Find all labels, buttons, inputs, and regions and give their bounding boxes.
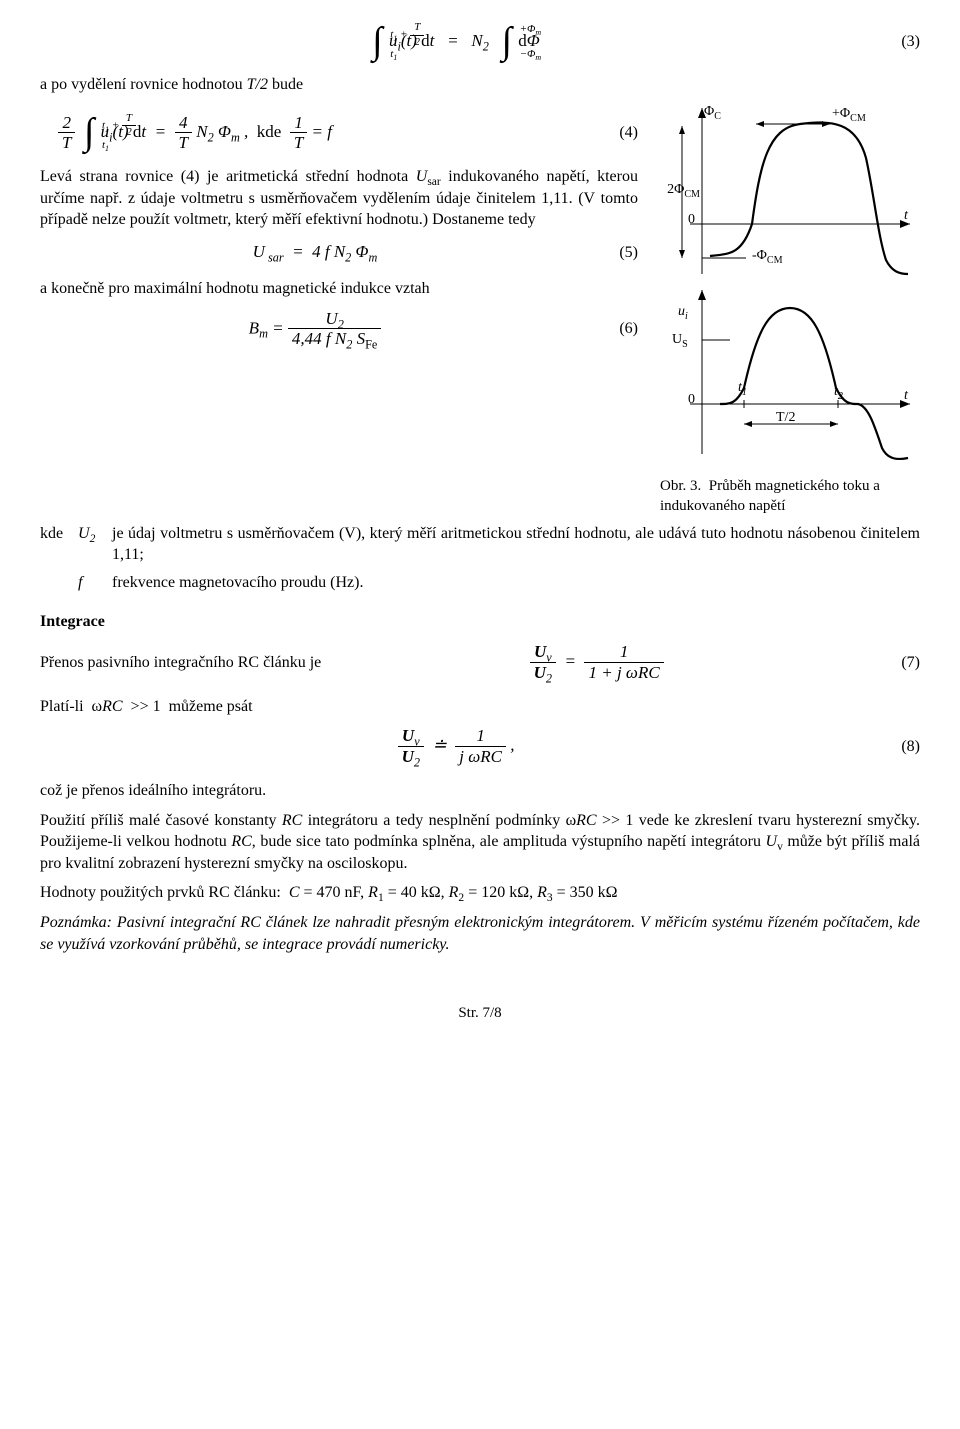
rc-values: Hodnoty použitých prvků RC článku: C = 4…	[40, 882, 920, 904]
eq-8-num: (8)	[872, 736, 920, 758]
def-u2-sym: U2	[78, 523, 112, 566]
eq-6-num: (6)	[590, 318, 638, 340]
eq-8-body: UvU2 ≐ 1j ωRC ,	[40, 727, 872, 766]
eq-4-num: (4)	[590, 122, 638, 144]
eq-3-body: t1 + T2∫t1 ui(t) dt = N2 +Φm∫−Φm dΦ	[40, 24, 872, 60]
lbl-t-2: t	[904, 388, 918, 404]
eq-8-row: UvU2 ≐ 1j ωRC , (8)	[40, 727, 920, 766]
lbl-minusPhiCM: -ΦCM	[752, 248, 802, 264]
def-u2-desc: je údaj voltmetru s usměrňovačem (V), kt…	[112, 523, 920, 566]
lbl-plusPhiCM: +ΦCM	[832, 106, 892, 122]
lbl-US: US	[672, 332, 700, 348]
lbl-Thalf: T/2	[776, 410, 810, 426]
lbl-t2: t2	[834, 384, 854, 400]
para-eq4: Levá strana rovnice (4) je aritmetická s…	[40, 166, 638, 231]
eq-7-body: UvU2 = 11 + j ωRC	[321, 643, 872, 682]
lbl-zero-2: 0	[688, 392, 702, 408]
int-para: Použití příliš malé časové konstanty RC …	[40, 810, 920, 875]
page-number: Str. 7/8	[40, 1003, 920, 1023]
lbl-t1: t1	[738, 380, 758, 396]
eq-6-body: Bm = U24,44 f N2 SFe	[40, 310, 590, 349]
section-integrace: Integrace	[40, 611, 920, 633]
def-f-desc: frekvence magnetovacího proudu (Hz).	[112, 572, 920, 594]
eq-5-body: U sar = 4 f N2 Φm	[40, 241, 590, 264]
figure-3: ΦC +ΦCM 2ΦCM -ΦCM 0 t ui US 0 t1 t2 t T/…	[660, 104, 920, 517]
int-line-3: což je přenos ideálního integrátoru.	[40, 780, 920, 802]
note-para: Poznámka: Pasivní integrační RC článek l…	[40, 912, 920, 955]
para-after-eq3: a po vydělení rovnice hodnotou T/2 bude	[40, 74, 920, 96]
def-f: f frekvence magnetovacího proudu (Hz).	[40, 572, 920, 594]
lbl-t-1: t	[904, 208, 918, 224]
para-max-b: a konečně pro maximální hodnotu magnetic…	[40, 278, 638, 300]
lbl-ui: ui	[678, 304, 700, 320]
eq-3: t1 + T2∫t1 ui(t) dt = N2 +Φm∫−Φm dΦ (3)	[40, 24, 920, 60]
lbl-zero-1: 0	[688, 212, 702, 228]
eq-5: U sar = 4 f N2 Φm (5)	[40, 241, 638, 264]
eq-6: Bm = U24,44 f N2 SFe (6)	[40, 310, 638, 349]
figure-3-svg: ΦC +ΦCM 2ΦCM -ΦCM 0 t ui US 0 t1 t2 t T/…	[660, 104, 920, 464]
def-f-sym: f	[78, 572, 112, 594]
int-line-1: Přenos pasivního integračního RC článku …	[40, 652, 321, 674]
int-line-2: Platí-li ωRC >> 1 můžeme psát	[40, 696, 920, 718]
figure-3-caption: Obr. 3. Průběh magnetického toku a induk…	[660, 476, 920, 517]
eq-7-num: (7)	[872, 652, 920, 674]
eq-4-body: 2T t1 + T2∫t1 ui(t) dt = 4T N2 Φm , kde …	[40, 114, 590, 153]
def-kde: kde	[40, 523, 78, 566]
eq-5-num: (5)	[590, 242, 638, 264]
eq-7-row: Přenos pasivního integračního RC článku …	[40, 643, 920, 682]
lbl-phiC: ΦC	[704, 104, 732, 120]
def-u2: kde U2 je údaj voltmetru s usměrňovačem …	[40, 523, 920, 566]
eq-4: 2T t1 + T2∫t1 ui(t) dt = 4T N2 Φm , kde …	[40, 114, 638, 153]
eq-3-num: (3)	[872, 31, 920, 53]
lbl-2PhiCM: 2ΦCM	[660, 182, 700, 198]
